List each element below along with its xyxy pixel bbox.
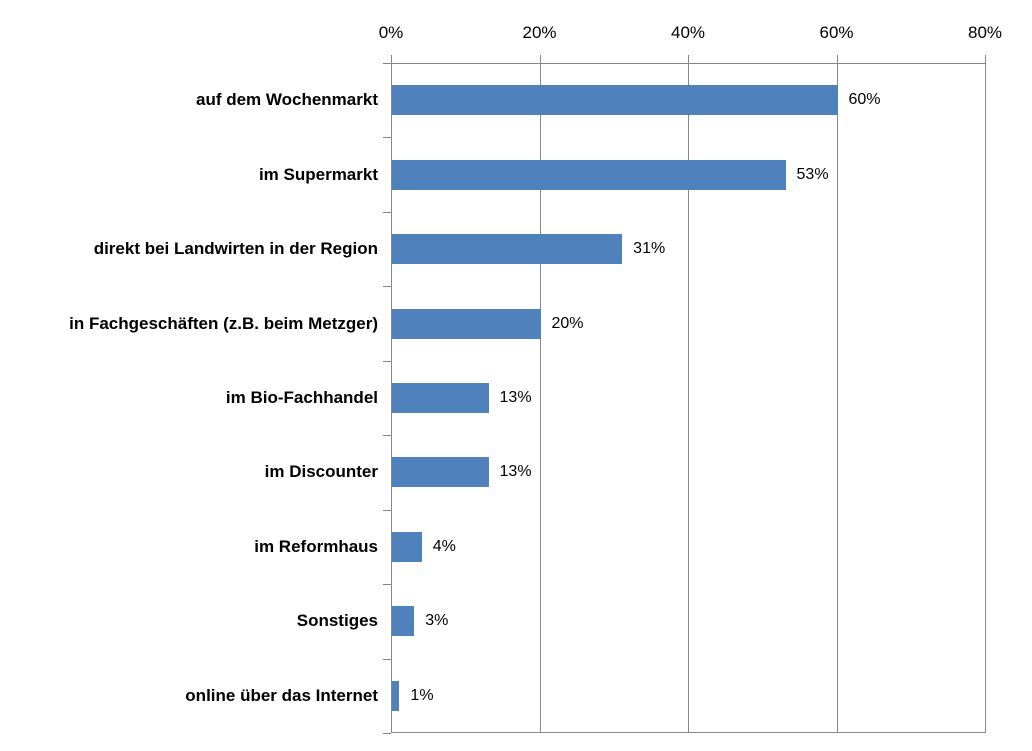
y-axis-tick [383,733,391,734]
gridline-60% [836,63,838,733]
value-label: 4% [432,537,456,555]
y-axis-tick [383,658,391,660]
value-label: 3% [425,612,449,630]
category-label: auf dem Wochenmarkt [195,90,378,110]
bar-2 [392,159,786,190]
value-label: 1% [410,686,434,704]
category-label: im Discounter [264,462,378,482]
x-axis-tick-80% [985,55,986,63]
y-axis-tick [383,584,391,586]
bar-9 [392,680,400,711]
category-label: online über das Internet [185,685,378,705]
y-axis-tick [383,63,391,64]
x-axis-label: 0% [378,23,404,42]
value-label: 31% [633,240,666,258]
gridline-80% [985,63,986,733]
bar-1 [392,85,838,116]
y-axis-tick [383,509,391,511]
category-label: in Fachgeschäften (z.B. beim Metzger) [69,313,378,333]
x-axis-tick-20% [539,55,541,63]
x-axis-label: 40% [670,23,706,42]
y-axis-tick [383,435,391,437]
y-axis-tick [383,137,391,139]
bar-8 [392,606,415,637]
bar-4 [392,308,541,339]
x-axis-label: 80% [967,23,1003,42]
gridline-40% [688,63,689,733]
category-label: im Reformhaus [254,536,378,556]
value-label: 60% [848,91,881,109]
bar-3 [392,234,623,265]
value-label: 53% [796,165,829,183]
y-axis-tick [383,286,391,288]
value-label: 13% [499,389,532,406]
category-label: im Bio-Fachhandel [225,388,378,407]
category-label: im Supermarkt [258,164,378,184]
y-axis-tick [383,211,391,213]
category-label: direkt bei Landwirten in der Region [93,239,378,259]
x-axis-tick-60% [836,55,838,63]
value-label: 13% [499,463,532,481]
category-label: Sonstiges [296,611,378,631]
x-axis-label: 60% [819,23,854,42]
bar-7 [392,531,422,562]
bar-6 [392,457,489,488]
bar-5 [392,383,489,413]
value-label: 20% [551,314,584,332]
gridline-20% [539,63,541,733]
x-axis-label: 20% [522,23,557,42]
x-axis-tick-0% [391,55,392,63]
x-axis-tick-40% [688,55,689,63]
y-axis-tick [383,360,391,362]
